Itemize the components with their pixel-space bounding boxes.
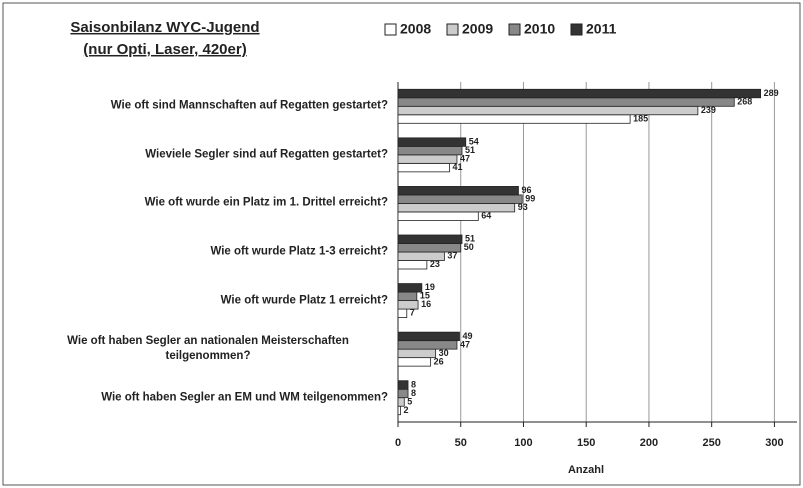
value-label: 239	[701, 105, 716, 115]
value-label: 41	[452, 162, 462, 172]
chart-subtitle: (nur Opti, Laser, 420er)	[83, 41, 246, 58]
value-label: 8	[411, 388, 416, 398]
x-tick-label: 200	[640, 437, 658, 449]
x-axis-label: Anzahl	[568, 464, 604, 476]
value-label: 30	[439, 348, 449, 358]
value-label: 93	[518, 202, 528, 212]
y-tick-label: Wie oft sind Mannschaften auf Regatten g…	[110, 99, 388, 112]
bar	[397, 300, 419, 310]
value-label: 15	[420, 291, 430, 301]
bar	[397, 380, 409, 390]
bar	[397, 331, 460, 342]
bar	[397, 405, 401, 416]
y-tick-label: Wie oft haben Segler an EM und WM teilge…	[101, 391, 388, 404]
value-label: 50	[464, 242, 474, 252]
bar	[397, 348, 437, 359]
bar	[397, 308, 408, 318]
value-label: 47	[460, 339, 470, 349]
legend-swatch	[570, 23, 583, 36]
value-label: 8	[411, 379, 416, 389]
bar	[397, 145, 463, 156]
legend-swatch	[508, 23, 521, 36]
bar	[397, 203, 516, 213]
y-tick-label: Wie oft wurde Platz 1-3 erreicht?	[210, 245, 388, 258]
value-label: 49	[462, 331, 472, 341]
bar	[397, 211, 479, 221]
bar	[397, 114, 631, 124]
x-tick-label: 0	[395, 437, 401, 449]
bar	[397, 283, 423, 293]
value-label: 64	[481, 211, 491, 221]
bar	[397, 88, 762, 99]
value-label: 47	[460, 153, 470, 163]
bar	[397, 186, 519, 196]
bar	[397, 97, 735, 107]
bar	[397, 388, 409, 399]
x-tick-label: 50	[455, 437, 467, 449]
bar	[397, 162, 450, 173]
value-label: 5	[407, 396, 412, 406]
bar	[397, 234, 463, 244]
bar	[397, 397, 405, 407]
x-tick-label: 150	[577, 437, 595, 449]
x-tick-label: 250	[702, 437, 720, 449]
value-label: 289	[764, 88, 779, 98]
bar	[397, 340, 458, 350]
value-label: 16	[421, 299, 431, 309]
chart-title: Saisonbilanz WYC-Jugend	[70, 19, 259, 36]
value-label: 23	[430, 259, 440, 269]
value-label: 37	[447, 251, 457, 261]
bar	[397, 260, 428, 270]
value-label: 96	[521, 185, 531, 195]
x-tick-label: 100	[514, 437, 532, 449]
bar	[397, 105, 699, 116]
bar	[397, 137, 467, 147]
bar	[397, 251, 445, 261]
legend-swatch	[384, 23, 397, 36]
legend-label: 2010	[524, 21, 555, 37]
y-tick-label: Wieviele Segler sind auf Regatten gestar…	[145, 148, 388, 161]
value-label: 268	[737, 96, 752, 106]
y-tick-label: Wie oft wurde ein Platz im 1. Drittel er…	[144, 196, 388, 209]
value-label: 99	[525, 194, 535, 204]
value-label: 51	[465, 145, 475, 155]
legend-label: 2009	[462, 21, 493, 37]
legend-label: 2011	[586, 21, 617, 37]
value-label: 54	[469, 136, 479, 146]
value-label: 26	[434, 356, 444, 366]
y-tick-label: Wie oft haben Segler an nationalen Meist…	[67, 335, 349, 363]
bar	[397, 291, 418, 301]
bar	[397, 154, 458, 164]
value-label: 7	[410, 308, 415, 318]
value-label: 185	[633, 113, 648, 123]
legend-swatch	[446, 23, 459, 36]
value-label: 2	[404, 405, 409, 415]
bar	[397, 243, 462, 253]
x-tick-label: 300	[765, 437, 783, 449]
value-label: 19	[425, 282, 435, 292]
bar	[397, 194, 523, 204]
legend-label: 2008	[400, 21, 431, 37]
y-tick-label: Wie oft wurde Platz 1 erreicht?	[220, 294, 388, 307]
bar	[397, 357, 432, 367]
value-label: 51	[465, 234, 475, 244]
